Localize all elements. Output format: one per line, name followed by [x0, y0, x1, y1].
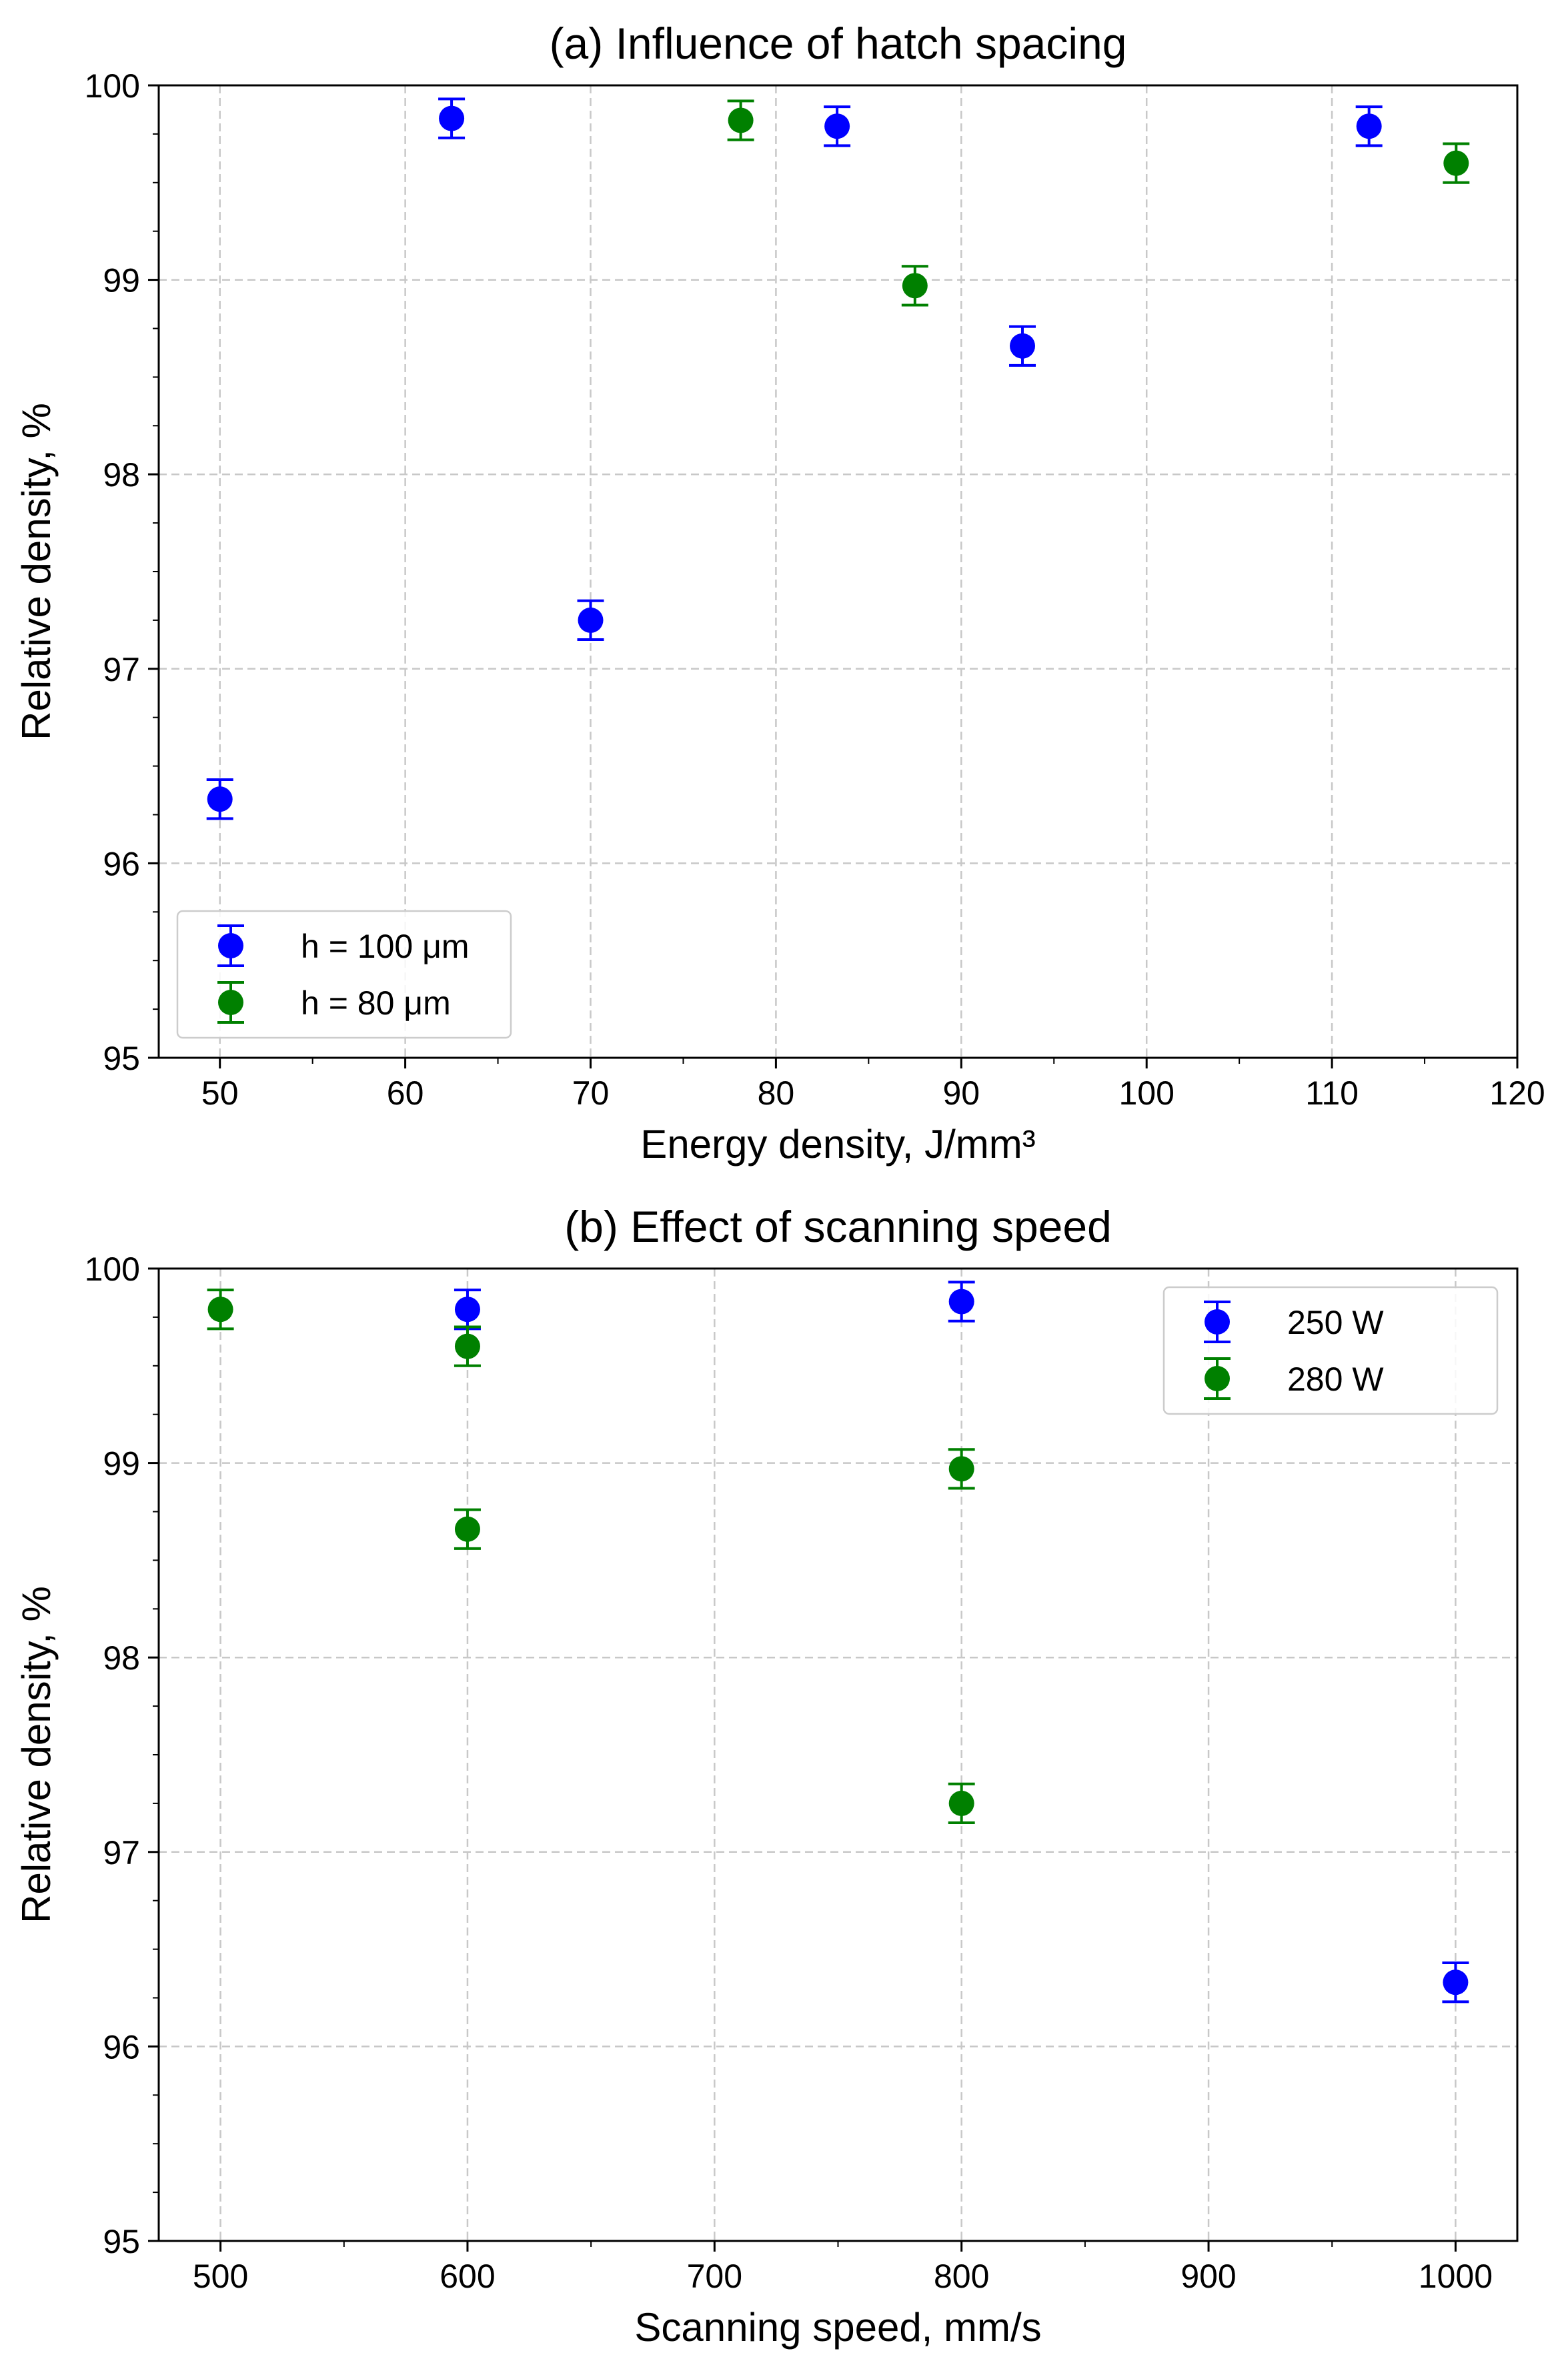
series-1 [727, 99, 1470, 307]
legend-label: 250 W [1287, 1304, 1384, 1341]
marker [948, 1289, 974, 1315]
marker [1010, 333, 1036, 359]
y-tick-label: 96 [103, 845, 140, 882]
chart-title: (a) Influence of hatch spacing [550, 19, 1127, 68]
data-point [901, 265, 928, 307]
legend-marker [218, 990, 243, 1015]
x-tick-label: 800 [934, 2258, 989, 2295]
chart-title: (b) Effect of scanning speed [564, 1202, 1112, 1251]
marker [454, 1333, 480, 1359]
x-tick-label: 700 [687, 2258, 742, 2295]
y-tick-label: 98 [103, 1639, 140, 1677]
marker [1443, 1969, 1469, 1996]
y-axis: 95 96 97 98 99 100 [85, 1251, 159, 2260]
legend-marker [218, 933, 243, 958]
data-point [948, 1281, 975, 1323]
data-point [1443, 142, 1470, 184]
y-tick-label: 95 [103, 1040, 140, 1077]
chart-a-hatch-spacing: 50 60 70 80 90 100 110 120 95 96 97 98 99 100 (a) Infl… [14, 19, 1545, 1166]
chart-b-scanning-speed: 500 600 700 800 900 1000 95 96 97 98 99 100 (b) Effe… [14, 1202, 1519, 2350]
data-point [1009, 325, 1036, 367]
marker [948, 1790, 974, 1816]
x-tick-label: 60 [387, 1074, 424, 1112]
x-axis-label: Energy density, J/mm³ [640, 1122, 1035, 1166]
x-tick-label: 120 [1489, 1074, 1545, 1112]
legend-entry: h = 80 μm [217, 981, 451, 1024]
legend-label: 280 W [1287, 1361, 1384, 1398]
legend-marker [1205, 1309, 1230, 1335]
y-tick-label: 97 [103, 651, 140, 688]
minor-ticks [153, 1316, 1333, 2247]
data-point [454, 1289, 481, 1331]
data-point [1442, 1961, 1469, 2004]
x-tick-label: 600 [440, 2258, 495, 2295]
legend-marker [1205, 1366, 1230, 1391]
data-point [206, 778, 233, 820]
y-tick-label: 98 [103, 456, 140, 494]
x-axis-label: Scanning speed, mm/s [634, 2305, 1041, 2350]
series-0 [206, 97, 1383, 820]
legend-entry: 250 W [1204, 1301, 1384, 1343]
marker [439, 105, 465, 131]
marker [207, 1297, 233, 1323]
x-tick-label: 900 [1181, 2258, 1236, 2295]
y-axis-label: Relative density, % [14, 1586, 59, 1923]
marker [207, 786, 233, 812]
y-axis: 95 96 97 98 99 100 [85, 67, 159, 1077]
data-point [207, 1289, 234, 1331]
y-tick-label: 97 [103, 1834, 140, 1871]
marker [902, 273, 928, 299]
marker [1443, 150, 1469, 176]
marker [454, 1297, 480, 1323]
x-tick-label: 110 [1305, 1074, 1359, 1112]
x-tick-label: 1000 [1419, 2258, 1493, 2295]
x-tick-label: 50 [201, 1074, 239, 1112]
y-tick-label: 99 [103, 262, 140, 299]
data-point [948, 1448, 975, 1490]
x-tick-label: 80 [758, 1074, 795, 1112]
data-point [438, 97, 466, 139]
data-point [454, 1325, 481, 1367]
x-axis: 500 600 700 800 900 1000 [193, 2241, 1493, 2295]
legend: 250 W 280 W [1162, 1286, 1499, 1415]
legend-entry: 280 W [1204, 1357, 1384, 1400]
data-point [1355, 105, 1383, 147]
legend: h = 100 μm h = 80 μm [176, 910, 512, 1039]
legend-box [176, 910, 512, 1039]
y-tick-label: 100 [85, 1251, 140, 1288]
marker [728, 107, 754, 133]
y-tick-label: 100 [85, 67, 140, 105]
marker [454, 1516, 480, 1542]
marker [948, 1456, 974, 1482]
data-point [454, 1508, 481, 1550]
marker [578, 607, 604, 633]
x-tick-label: 500 [193, 2258, 248, 2295]
x-tick-label: 100 [1118, 1074, 1174, 1112]
y-tick-label: 99 [103, 1445, 140, 1483]
data-point [577, 599, 604, 642]
y-tick-label: 96 [103, 2028, 140, 2066]
minor-ticks [153, 133, 1426, 1064]
x-axis: 50 60 70 80 90 100 110 120 [201, 1058, 1545, 1112]
data-point [727, 99, 754, 141]
legend-box [1162, 1286, 1499, 1415]
series-1 [207, 1289, 975, 1825]
x-tick-label: 70 [572, 1074, 610, 1112]
y-tick-label: 95 [103, 2223, 140, 2260]
legend-label: h = 80 μm [301, 984, 451, 1022]
marker [824, 113, 850, 139]
data-point [824, 105, 851, 147]
legend-entry: h = 100 μm [217, 924, 470, 967]
y-axis-label: Relative density, % [14, 403, 59, 740]
x-tick-label: 90 [942, 1074, 980, 1112]
data-point [948, 1782, 975, 1825]
series-0 [454, 1281, 1469, 2004]
marker [1356, 113, 1382, 139]
legend-label: h = 100 μm [301, 928, 470, 965]
